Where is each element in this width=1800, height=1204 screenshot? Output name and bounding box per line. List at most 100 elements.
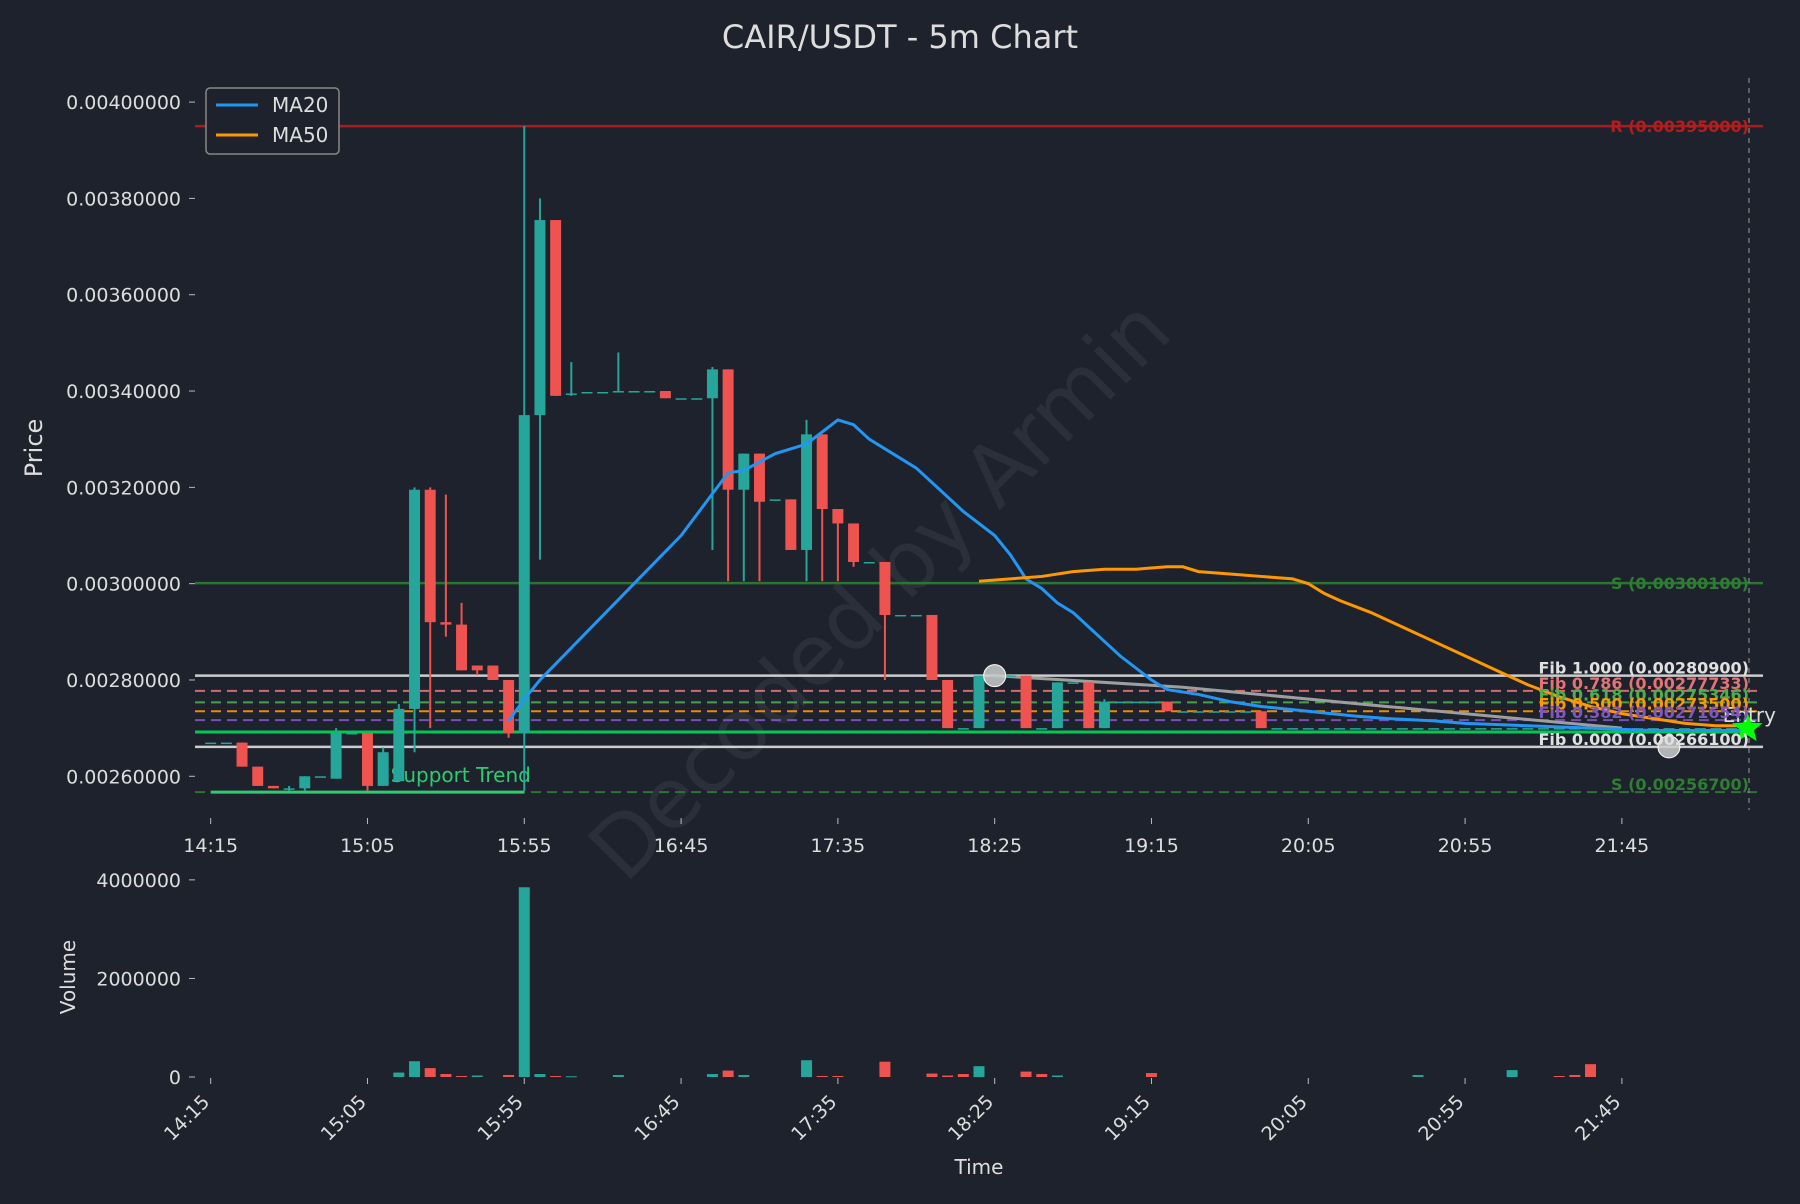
candle-body	[863, 561, 875, 564]
volume-bar	[973, 1066, 985, 1077]
price-tick-label: 0.00400000	[66, 92, 181, 114]
candle-body	[832, 509, 844, 524]
candle-body	[1647, 728, 1659, 730]
candle-body	[283, 788, 295, 790]
candle-body	[1271, 728, 1283, 730]
candle-body	[1459, 728, 1471, 730]
level-label: Fib 1.000 (0.00280900)	[1538, 659, 1749, 678]
candle-body	[785, 499, 797, 550]
candle-body	[644, 391, 656, 393]
markers-layer: Entry	[983, 664, 1776, 759]
volume-tick-label: 2000000	[96, 968, 181, 990]
volume-tick-label: 4000000	[96, 870, 181, 892]
candle-body	[612, 391, 624, 393]
candle-body	[1349, 728, 1361, 730]
candle-body	[816, 434, 828, 510]
moving-averages	[507, 418, 1748, 733]
candle-body	[1679, 728, 1691, 730]
volume-bar	[424, 1068, 436, 1077]
volume-bar	[1412, 1075, 1424, 1077]
time-tick-label: 20:05	[1281, 835, 1336, 857]
volume-bar	[801, 1060, 813, 1077]
level-label: Fib 0.500 (0.00273500)	[1538, 694, 1749, 713]
candle-body	[659, 391, 671, 399]
time-tick-label: 21:45	[1594, 835, 1649, 857]
candle-body	[581, 391, 593, 394]
candle-body	[1083, 682, 1095, 729]
candle-body	[1396, 728, 1408, 730]
candle-body	[236, 742, 248, 767]
price-ticks: 0.00260000 0.00280000 0.00300000 0.00320000…	[66, 92, 1649, 857]
swing-low-marker	[1657, 735, 1681, 759]
time-tick-label: 18:25	[967, 835, 1022, 857]
volume-bar	[1036, 1074, 1048, 1077]
volume-bar	[1553, 1076, 1565, 1078]
volume-bar	[1585, 1064, 1597, 1077]
candle-body	[1726, 728, 1738, 730]
candle-body	[314, 776, 326, 778]
candle-body	[910, 614, 922, 617]
candle-body	[1004, 675, 1016, 678]
candle-body	[518, 415, 530, 733]
candle-body	[424, 489, 436, 623]
candle-body	[565, 393, 577, 395]
candle-body	[801, 434, 813, 550]
volume-bar	[1506, 1070, 1518, 1077]
level-label: Fib 0.382 (0.00271654)	[1538, 703, 1749, 722]
chart-title: CAIR/USDT - 5m Chart	[722, 18, 1078, 56]
volume-bar	[440, 1074, 452, 1077]
candle-body	[1412, 728, 1424, 730]
legend-label: MA20	[272, 93, 328, 117]
volume-bar	[1569, 1075, 1581, 1077]
time-tick-label: 20:55	[1438, 835, 1493, 857]
candle-body	[675, 398, 687, 400]
price-tick-label: 0.00340000	[66, 381, 181, 403]
volume-axis-label: Volume	[56, 940, 80, 1014]
volume-bar	[534, 1074, 546, 1077]
candle-body	[753, 453, 765, 502]
candle-body	[1255, 711, 1267, 729]
volume-bar	[612, 1075, 624, 1077]
candle-body	[769, 499, 781, 501]
candle-body	[1020, 675, 1032, 729]
time-tick-label: 19:15	[1124, 835, 1179, 857]
price-tick-label: 0.00280000	[66, 670, 181, 692]
candle-body	[1443, 728, 1455, 730]
candle-body	[1240, 711, 1252, 713]
volume-bar	[942, 1075, 954, 1077]
candle-body	[957, 728, 969, 730]
price-tick-label: 0.00260000	[66, 766, 181, 788]
trend-line	[994, 674, 1623, 730]
level-label: R (0.00395000)	[1610, 117, 1749, 136]
candle-body	[252, 766, 264, 786]
volume-bar	[456, 1076, 468, 1078]
candle-body	[377, 752, 389, 786]
candle-body	[487, 665, 499, 680]
legend-label: MA50	[272, 123, 328, 147]
candle-body	[220, 742, 232, 745]
candle-body	[1177, 711, 1189, 713]
candle-body	[1381, 728, 1393, 730]
time-tick-label: 14:15	[183, 835, 238, 857]
candle-body	[440, 622, 452, 625]
time-tick-label: 15:55	[497, 835, 552, 857]
candle-body	[1694, 728, 1706, 730]
candle-body	[1130, 701, 1142, 704]
swing-high-marker	[983, 664, 1007, 688]
entry-marker	[1732, 712, 1763, 742]
time-tick-label: 17:35	[810, 835, 865, 857]
candle-body	[1161, 701, 1173, 712]
candle-body	[1506, 728, 1518, 730]
time-tick-label: 16:45	[654, 835, 709, 857]
candle-body	[1475, 728, 1487, 730]
candle-body	[879, 561, 891, 615]
candle-body	[393, 708, 405, 782]
candle-body	[706, 369, 718, 399]
price-tick-label: 0.00320000	[66, 477, 181, 499]
level-label: Fib 0.000 (0.00266100)	[1538, 730, 1749, 749]
volume-bar	[550, 1076, 562, 1078]
candle-body	[1193, 711, 1205, 713]
price-tick-label: 0.00300000	[66, 574, 181, 596]
candle-body	[205, 742, 217, 745]
